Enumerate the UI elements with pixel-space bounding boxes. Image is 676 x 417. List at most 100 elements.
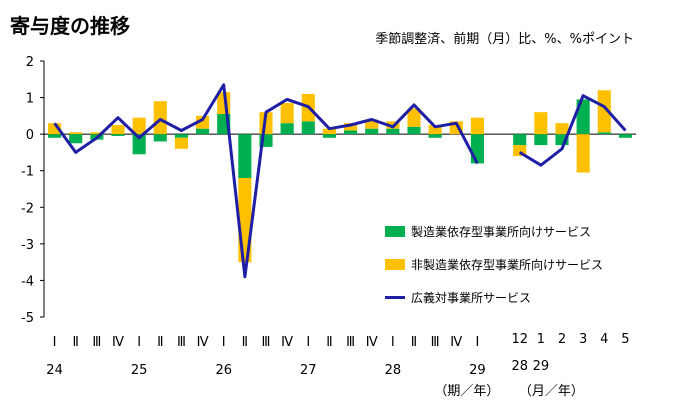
legend-label-non-manufacturing: 非製造業依存型事業所向けサービス [411,258,604,272]
x-tick-label: Ⅲ [431,335,440,350]
x-tick-label: Ⅳ [112,335,124,350]
bar [618,134,632,138]
bar [576,99,590,135]
x-tick-label: 5 [621,332,629,347]
x-tick-label: 12 [511,332,528,347]
bar [174,134,188,138]
x-year-label: 29 [469,363,486,378]
y-tick-label: -4 [21,274,34,289]
x-unit-label-month: （月／年） [519,384,584,399]
legend-swatch-broad-services [385,296,405,299]
bar [280,103,294,124]
x-tick-label: Ⅰ [476,335,480,350]
bar [132,117,146,135]
x-tick-label: Ⅰ [53,335,57,350]
y-tick-label: 0 [26,128,34,143]
bar [196,128,210,135]
bar [513,134,527,146]
bar [386,128,400,135]
bar [301,121,315,135]
bar [132,134,146,155]
legend-item-non-manufacturing: 非製造業依存型事業所向けサービス [385,256,603,273]
x-tick-label: Ⅳ [366,335,378,350]
chart-title: 寄与度の推移 [10,14,130,38]
bar [322,134,336,138]
legend-swatch-non-manufacturing [385,259,405,270]
legend-item-broad-services: 広義対事業所サービス [385,289,531,306]
bar [238,134,252,179]
x-tick-label: Ⅲ [92,335,101,350]
legend-label-manufacturing: 製造業依存型事業所向けサービス [411,225,592,239]
x-tick-label: Ⅰ [137,335,141,350]
bar [407,126,421,135]
bar [111,125,125,135]
x-year-label: 28 [385,363,402,378]
bar [344,123,358,131]
x-year-label: 27 [300,363,317,378]
x-tick-label: Ⅱ [73,335,79,350]
bar [111,134,125,136]
bar [470,134,484,164]
x-tick-label: Ⅲ [262,335,271,350]
bar [90,132,104,135]
bar [428,125,442,135]
bar [576,134,590,173]
bar [48,134,62,138]
y-tick-label: 2 [26,55,34,70]
bar [470,117,484,135]
x-tick-label: 1 [537,332,545,347]
bar [153,134,167,142]
legend-item-manufacturing: 製造業依存型事業所向けサービス [385,223,591,240]
bar [407,108,421,127]
x-year-label: 26 [215,363,232,378]
bar [555,123,569,135]
series-line [53,83,479,279]
bar [555,134,569,146]
x-tick-label: Ⅳ [197,335,209,350]
x-tick-label: Ⅱ [411,335,417,350]
x-tick-label: Ⅳ [281,335,293,350]
bar [597,90,611,133]
bar [365,128,379,135]
chart-subtitle: 季節調整済、前期（月）比、%、%ポイント [375,32,634,47]
x-tick-label: Ⅳ [450,335,462,350]
x-unit-label-quarter: （期／年） [434,384,499,399]
x-tick-label: 2 [558,332,566,347]
bar [322,128,336,135]
y-tick-label: 1 [26,92,34,107]
bar [365,119,379,129]
bar [196,115,210,129]
x-tick-label: 4 [600,332,608,347]
x-tick-label: Ⅰ [306,335,310,350]
y-tick-label: -1 [21,165,34,180]
bar [48,123,62,135]
bar [69,134,83,144]
x-year-label: 24 [46,363,63,378]
bar [69,132,83,135]
bar [174,137,188,149]
bar [597,132,611,135]
bar [280,123,294,135]
bar [534,112,548,135]
x-tick-label: Ⅲ [346,335,355,350]
x-tick-label: 3 [579,332,587,347]
x-tick-label: Ⅱ [326,335,332,350]
x-tick-label: Ⅰ [222,335,226,350]
bar [153,101,167,135]
x-year-label: 25 [131,363,148,378]
bar [428,134,442,138]
x-tick-label: Ⅲ [177,335,186,350]
x-year-label: 28 [511,359,528,374]
y-tick-label: -5 [21,311,34,326]
x-year-label: 29 [533,359,550,374]
bar [534,134,548,146]
y-tick-label: -3 [21,238,34,253]
x-tick-label: Ⅱ [242,335,248,350]
legend-label-broad-services: 広義対事業所サービス [411,291,532,305]
series-line [518,94,627,167]
bar [513,145,527,157]
x-tick-label: Ⅱ [157,335,163,350]
legend-swatch-manufacturing [385,226,405,237]
x-tick-label: Ⅰ [391,335,395,350]
